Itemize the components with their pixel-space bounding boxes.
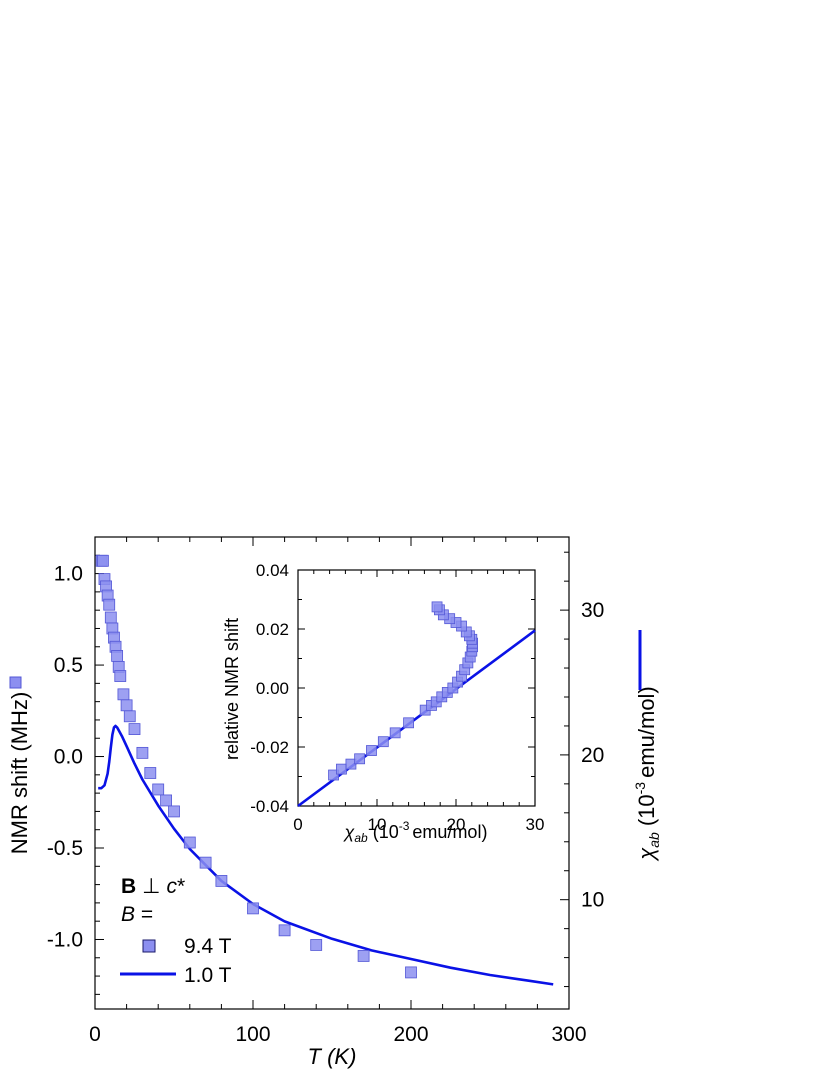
inset-point <box>389 727 401 739</box>
nmr-point <box>117 688 130 701</box>
y2-tick-label: 20 <box>581 744 604 767</box>
y2-axis-title: χab(10-3emu/mol) <box>632 686 662 862</box>
nmr-point <box>152 783 165 796</box>
y2-axis-symbol-sub: ab <box>646 832 662 848</box>
y-tick-label: 1.0 <box>54 563 83 586</box>
nmr-point <box>136 746 149 759</box>
y-tick-label: 0.5 <box>54 654 83 677</box>
nmr-point <box>123 710 136 723</box>
nmr-point <box>160 794 173 807</box>
inset-x-axis-title: χab (10-3 emu/mol) <box>343 819 488 845</box>
svg-text:χab(10-3emu/mol): χab(10-3emu/mol) <box>632 686 662 862</box>
legend-marker-swatch <box>142 939 156 953</box>
inset-y-tick-label: 0.00 <box>256 679 289 698</box>
nmr-point <box>104 611 117 624</box>
nmr-point <box>114 670 127 682</box>
y2-tick-label: 30 <box>581 599 604 622</box>
legend: B ⊥ c* B = 9.4 T 1.0 T <box>120 875 232 987</box>
nmr-point <box>183 836 196 849</box>
inset-y-tick-label: 0.02 <box>256 620 289 639</box>
main-plot-frame <box>94 536 570 1010</box>
x-tick-label: 200 <box>393 1023 428 1046</box>
inset-point <box>354 753 366 765</box>
y2-axis-symbol: χ <box>634 847 659 862</box>
inset-y-tick-label: -0.04 <box>250 797 289 816</box>
x-tick-label: 300 <box>551 1023 586 1046</box>
chi-line-1-0T <box>98 724 554 986</box>
nmr-point <box>310 939 323 951</box>
legend-label-1-0: 1.0 T <box>184 964 232 987</box>
x-tick-label: 0 <box>89 1023 101 1046</box>
inset-y-axis-title: relative NMR shift <box>222 618 242 760</box>
y-tick-label: -1.0 <box>47 928 83 951</box>
inset-x-tick-label: 10 <box>368 815 387 834</box>
y-tick-label: -0.5 <box>47 837 83 860</box>
inset-tick-labels: 0 10 20 30 0.04 0.02 0.00 -0.02 -0.04 <box>250 561 544 834</box>
inset-y-tick-label: 0.04 <box>256 561 289 580</box>
legend-b-equals: B = <box>121 903 153 926</box>
inset-x-tick-label: 30 <box>526 815 545 834</box>
nmr-point <box>97 554 109 567</box>
nmr-point <box>247 902 259 915</box>
inset-point <box>377 736 389 748</box>
nmr-point <box>103 598 116 611</box>
inset-ticks <box>297 569 536 807</box>
nmr-point <box>128 723 141 735</box>
legend-label-9-4: 9.4 T <box>184 935 232 958</box>
nmr-point <box>111 650 124 662</box>
nmr-point <box>168 805 180 818</box>
nmr-point <box>144 767 157 779</box>
main-series <box>95 554 554 986</box>
x-axis-title: T (K) <box>308 1044 357 1069</box>
nmr-point <box>120 699 133 712</box>
inset-x-tick-label: 20 <box>447 815 466 834</box>
inset-point <box>328 769 339 781</box>
legend-field-annotation: B ⊥ c* <box>121 875 185 898</box>
y-axis-marker-key <box>9 676 22 689</box>
y2-tick-label: 10 <box>581 889 604 912</box>
nmr-point <box>405 966 417 979</box>
inset-y-tick-label: -0.02 <box>250 738 289 757</box>
nmr-point <box>199 856 212 869</box>
nmr-point <box>357 950 370 962</box>
inset-point <box>431 601 443 613</box>
inset-point <box>366 745 377 756</box>
inset-point <box>403 717 415 729</box>
nmr-point <box>215 875 228 887</box>
inset-series <box>297 601 536 808</box>
inset-point <box>336 763 347 775</box>
y-tick-label: 0.0 <box>54 746 83 769</box>
y-axis-title: NMR shift (MHz) <box>7 692 32 855</box>
nmr-point <box>278 924 291 937</box>
main-ticks <box>94 537 570 1009</box>
inset-x-tick-label: 0 <box>293 815 302 834</box>
x-tick-label: 100 <box>235 1023 270 1046</box>
